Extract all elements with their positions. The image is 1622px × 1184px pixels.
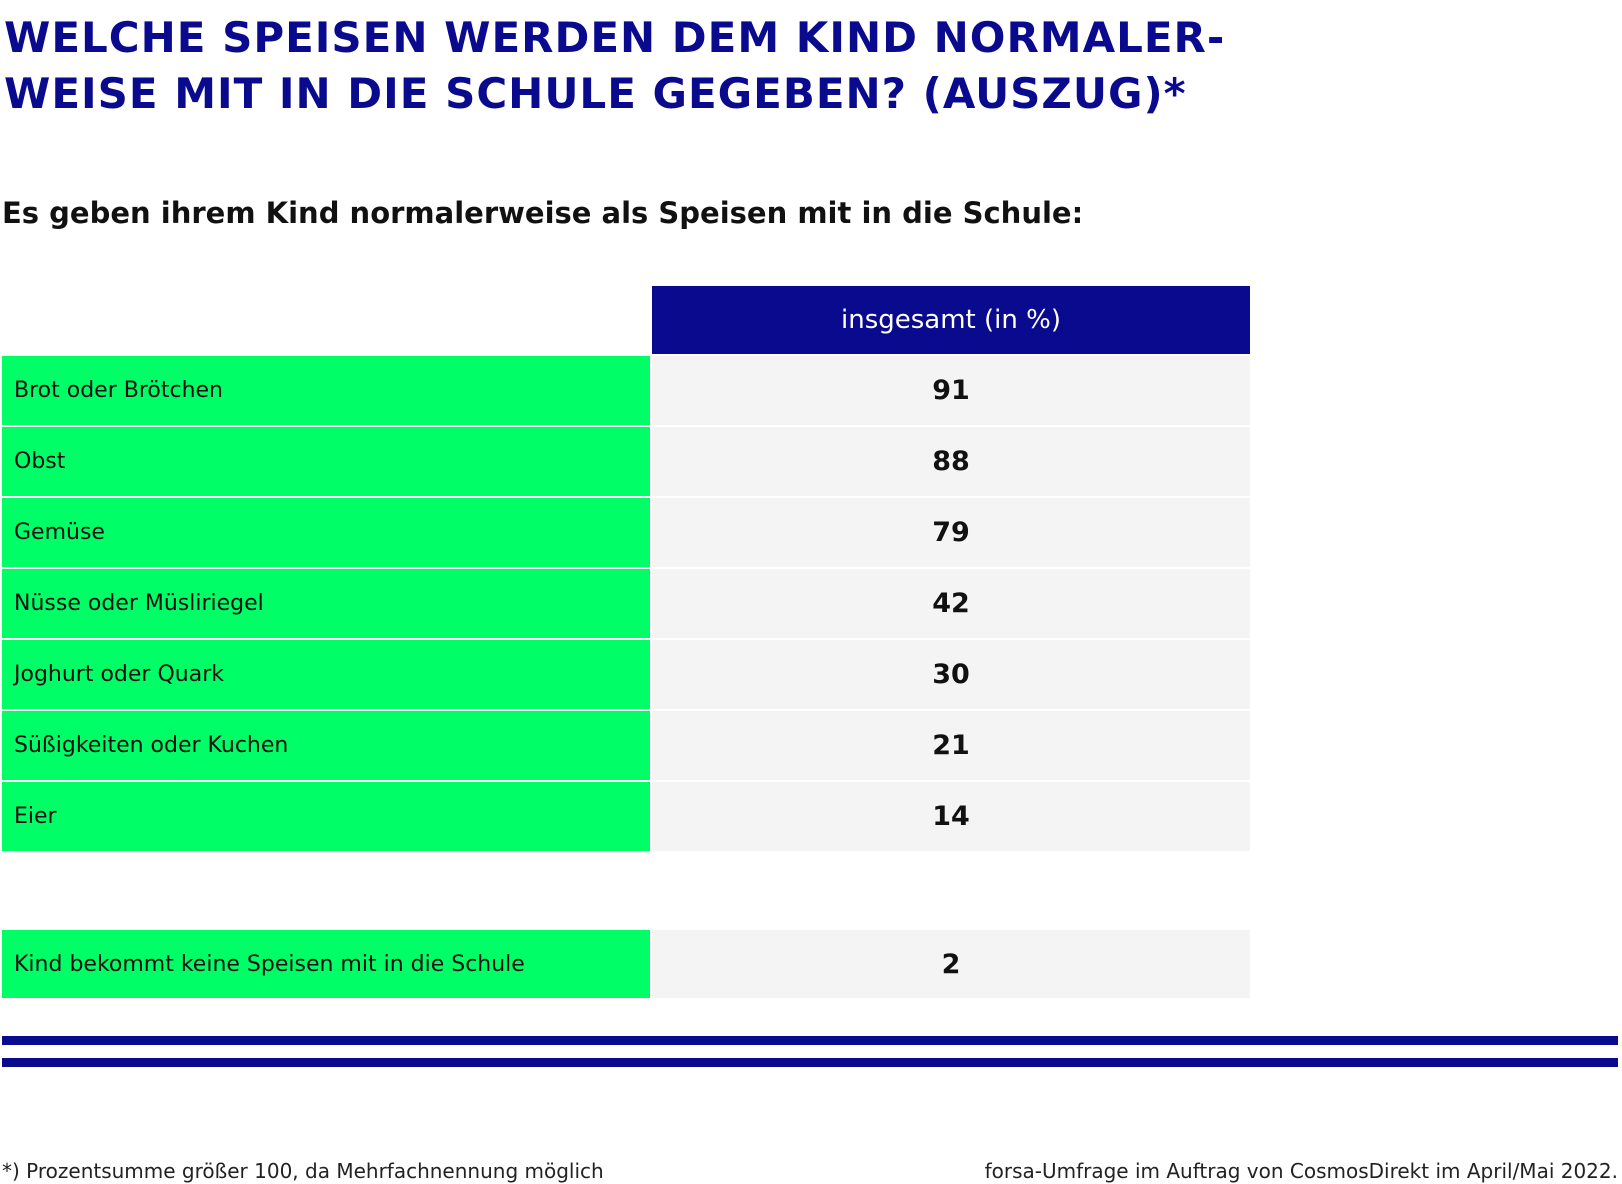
row-label: Kind bekommt keine Speisen mit in die Sc… [2,930,650,998]
row-value: 42 [652,569,1250,638]
divider-line-top [2,1036,1618,1045]
row-value: 14 [652,782,1250,851]
footnote: *) Prozentsumme größer 100, da Mehrfachn… [2,1159,604,1183]
row-label: Brot oder Brötchen [2,356,650,425]
row-label: Eier [2,782,650,851]
chart-subtitle: Es geben ihrem Kind normalerweise als Sp… [2,196,1084,230]
row-label: Nüsse oder Müsliriegel [2,569,650,638]
table-row: Obst 88 [2,427,1250,496]
table-row: Süßigkeiten oder Kuchen 21 [2,711,1250,780]
row-value: 30 [652,640,1250,709]
chart-title: WELCHE SPEISEN WERDEN DEM KIND NORMALER-… [4,13,1226,118]
row-value: 79 [652,498,1250,567]
row-label: Joghurt oder Quark [2,640,650,709]
row-value: 2 [652,930,1250,998]
divider-line-bottom [2,1058,1618,1067]
table-row: Nüsse oder Müsliriegel 42 [2,569,1250,638]
row-value: 21 [652,711,1250,780]
table-header-row: insgesamt (in %) [2,286,1250,354]
table-row: Eier 14 [2,782,1250,851]
column-header: insgesamt (in %) [652,286,1250,354]
table-row-no-food: Kind bekommt keine Speisen mit in die Sc… [2,930,1250,998]
row-value: 88 [652,427,1250,496]
source-note: forsa-Umfrage im Auftrag von CosmosDirek… [984,1159,1618,1183]
table-row: Joghurt oder Quark 30 [2,640,1250,709]
row-label: Obst [2,427,650,496]
table-body: Brot oder Brötchen 91 Obst 88 Gemüse 79 Nüsse … [2,356,1250,851]
table-row: Gemüse 79 [2,498,1250,567]
table-row: Brot oder Brötchen 91 [2,356,1250,425]
data-table: insgesamt (in %) Brot oder Brötchen 91 Obs… [2,286,1250,853]
row-label: Gemüse [2,498,650,567]
row-label: Süßigkeiten oder Kuchen [2,711,650,780]
row-value: 91 [652,356,1250,425]
